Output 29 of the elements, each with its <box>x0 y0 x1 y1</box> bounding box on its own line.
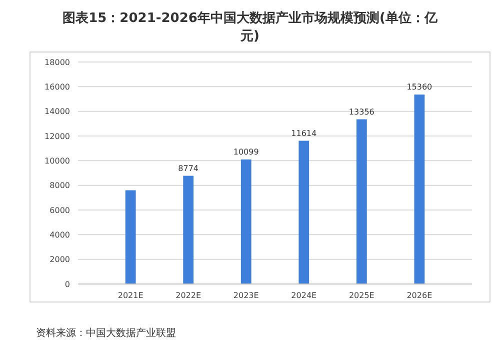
text: 资料来源：中国大数据产业联盟 <box>36 327 176 339</box>
bar <box>240 159 252 284</box>
y-tick-label: 6000 <box>50 206 70 215</box>
bar <box>125 190 136 284</box>
data-label: 10099 <box>233 147 259 156</box>
x-tick-label: 2022E <box>176 291 202 300</box>
x-tick-label: 2021E <box>118 291 144 300</box>
bar <box>298 140 310 284</box>
data-label: 8774 <box>178 164 199 173</box>
x-tick-label: 2026E <box>406 291 432 300</box>
bar <box>183 176 194 284</box>
data-label: 15360 <box>406 82 432 92</box>
data-label: 11614 <box>291 128 317 138</box>
y-tick-label: 8000 <box>50 181 70 190</box>
chart-title: 图表15：2021-2026年中国大数据产业市场规模预测(单位：亿元) <box>62 10 438 44</box>
y-tick-label: 14000 <box>44 107 70 116</box>
data-label: 13356 <box>348 107 374 116</box>
x-tick-label: 2023E <box>233 291 259 300</box>
y-tick-label: 10000 <box>44 156 70 166</box>
y-tick-label: 18000 <box>44 58 70 67</box>
y-tick-label: 0 <box>64 280 70 289</box>
bar <box>414 94 425 284</box>
bar <box>356 119 367 284</box>
x-tick-label: 2025E <box>348 291 374 300</box>
y-tick-label: 2000 <box>50 255 70 264</box>
y-tick-label: 12000 <box>44 132 70 141</box>
x-tick-label: 2024E <box>291 291 317 300</box>
y-tick-label: 16000 <box>44 82 70 92</box>
y-tick-label: 4000 <box>50 230 70 240</box>
